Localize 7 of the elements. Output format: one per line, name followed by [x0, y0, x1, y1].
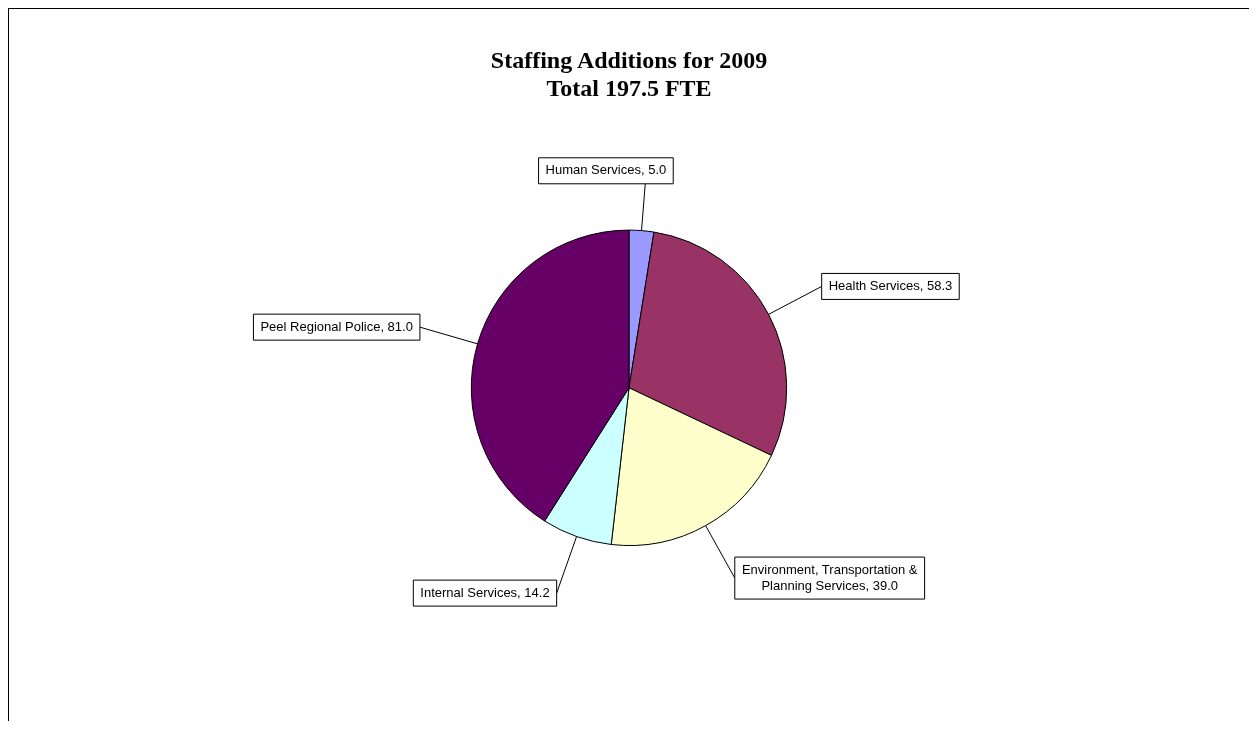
slice-label: Peel Regional Police, 81.0	[260, 318, 413, 334]
slice-label: Internal Services, 14.2	[420, 584, 550, 600]
chart-title: Staffing Additions for 2009	[490, 46, 768, 73]
slice-label: Health Services, 58.3	[828, 278, 953, 294]
chart-subtitle: Total 197.5 FTE	[546, 75, 712, 102]
slice-label: Human Services, 5.0	[545, 162, 667, 178]
slice-label: Environment, Transportation & Planning Services, 39.0	[741, 561, 918, 593]
